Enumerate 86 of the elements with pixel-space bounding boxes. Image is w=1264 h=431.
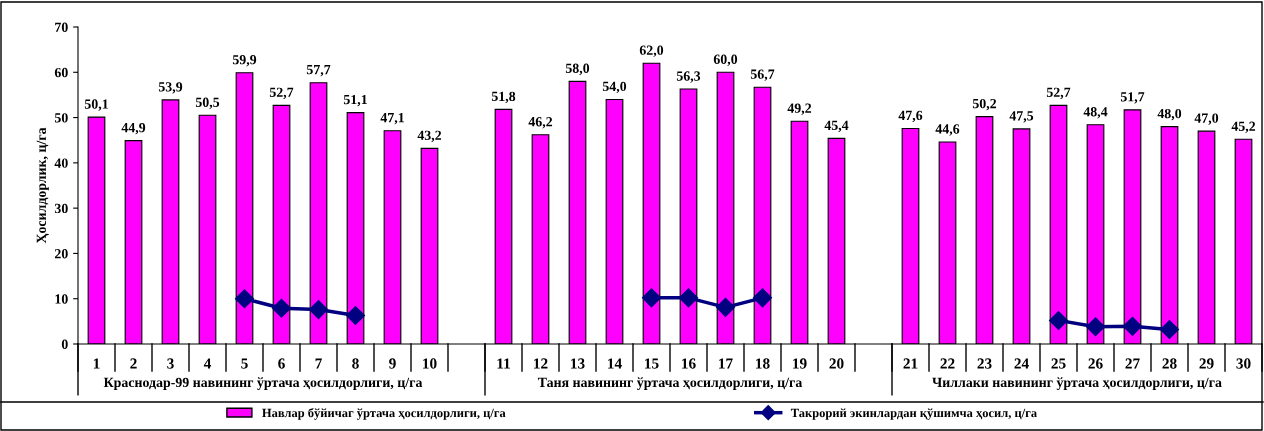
x-tick-label: 27 — [1125, 358, 1140, 369]
x-tick-label: 25 — [1051, 358, 1066, 369]
x-tick-label: 16 — [682, 358, 696, 369]
data-label: 56,7 — [750, 69, 775, 81]
data-label: 52,7 — [269, 87, 294, 99]
data-label: 47,5 — [1009, 111, 1034, 123]
x-tick-label: 23 — [977, 358, 992, 369]
data-label: 47,6 — [898, 110, 923, 123]
data-label: 47,1 — [380, 113, 404, 125]
data-label: 43,2 — [417, 130, 442, 142]
y-tick-label: 60 — [54, 67, 68, 78]
point — [271, 298, 292, 318]
x-tick-label: 10 — [423, 358, 437, 369]
data-label: 44,6 — [935, 124, 960, 136]
x-tick-label: 17 — [719, 358, 733, 369]
y-tick-label: 30 — [54, 203, 68, 214]
data-label: 48,4 — [1083, 107, 1108, 119]
x-tick-label: 1 — [93, 358, 100, 369]
y-tick-label: 20 — [54, 249, 68, 259]
data-label: 56,3 — [676, 71, 701, 83]
text: Чиллаки навининг ўртача ҳосилдорлиги, ц/га — [932, 377, 1222, 390]
x-tick-label: 12 — [534, 358, 548, 369]
data-label: 44,9 — [121, 122, 146, 135]
data-label: 59,9 — [232, 55, 257, 67]
data-label: 51,8 — [491, 91, 516, 104]
text: Краснодар-99 навининг ўртача ҳосилдорлиги, ц/га — [103, 377, 423, 390]
x-tick-label: 26 — [1088, 358, 1103, 369]
point — [678, 288, 699, 308]
x-tick-label: 29 — [1199, 358, 1214, 369]
x-tick-label: 30 — [1236, 358, 1251, 369]
x-tick-label: 14 — [608, 358, 622, 369]
data-label: 51,1 — [343, 94, 367, 107]
x-tick-label: 20 — [829, 358, 844, 369]
data-label: 45,4 — [824, 120, 849, 133]
x-tick-label: 9 — [389, 358, 396, 369]
data-label: 52,7 — [1046, 87, 1071, 99]
point — [715, 297, 736, 317]
y-tick-label: 70 — [55, 22, 68, 32]
x-tick-label: 21 — [903, 358, 918, 369]
data-label: 53,9 — [158, 82, 183, 94]
point — [1085, 317, 1106, 337]
point — [1048, 310, 1069, 330]
point — [1122, 316, 1143, 336]
data-label: 47,0 — [1194, 113, 1219, 125]
data-label: 58,0 — [565, 63, 590, 75]
x-tick-label: 7 — [315, 358, 322, 369]
data-label: 50,5 — [195, 97, 220, 109]
x-tick-label: 24 — [1014, 358, 1029, 369]
point — [308, 300, 329, 320]
data-label: 57,7 — [306, 65, 331, 77]
x-tick-label: 18 — [756, 358, 770, 369]
point — [1159, 319, 1180, 340]
y-axis-title: Ҳосилдорлик, ц/га — [36, 127, 49, 244]
x-tick-label: 11 — [497, 358, 510, 369]
x-tick-label: 28 — [1162, 358, 1177, 369]
point — [752, 288, 773, 308]
data-label: 60,0 — [713, 54, 738, 66]
x-tick-label: 6 — [278, 358, 285, 369]
legend-label: Навлар бўйичаг ўртача ҳосилдорлиги, ц/га — [262, 408, 506, 420]
x-tick-label: 5 — [241, 358, 248, 369]
point — [641, 288, 662, 308]
point — [234, 289, 255, 309]
x-tick-label: 4 — [203, 358, 212, 369]
x-tick-label: 19 — [793, 358, 807, 369]
data-label: 46,2 — [528, 117, 553, 129]
x-tick-label: 15 — [645, 358, 659, 369]
point — [345, 305, 366, 326]
data-label: 54,0 — [602, 81, 627, 94]
data-label: 50,2 — [972, 98, 997, 111]
data-label: 50,1 — [84, 99, 108, 111]
y-tick-label: 0 — [61, 339, 68, 349]
x-tick-label: 2 — [130, 358, 137, 369]
legend-label: Такрорий экинлардан қўшимча ҳосил, ц/га — [790, 408, 1037, 420]
x-tick-label: 22 — [940, 358, 955, 369]
data-label: 45,2 — [1231, 121, 1256, 133]
x-tick-label: 8 — [352, 358, 359, 369]
x-tick-label: 3 — [167, 358, 174, 369]
x-tick-label: 13 — [571, 358, 585, 369]
text: Таня навининг ўртача ҳосилдорлиги, ц/га — [537, 377, 803, 390]
y-tick-label: 10 — [55, 294, 68, 304]
data-label: 49,2 — [787, 103, 812, 115]
data-label: 48,0 — [1157, 108, 1182, 121]
y-tick-label: 50 — [54, 113, 68, 123]
data-label: 51,7 — [1120, 92, 1145, 104]
data-label: 62,0 — [639, 45, 664, 57]
y-tick-label: 40 — [54, 158, 68, 168]
